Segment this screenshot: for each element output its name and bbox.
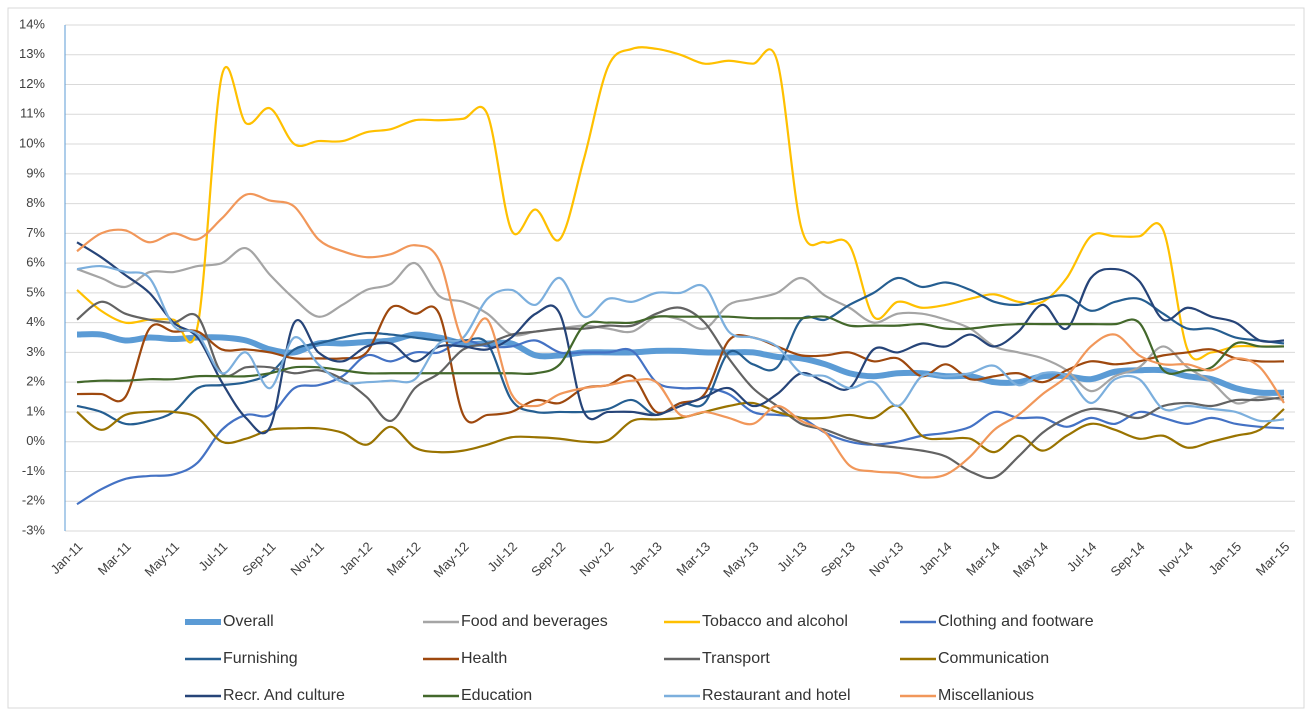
y-tick-label: 0%	[26, 433, 45, 448]
series-line	[76, 247, 1285, 405]
series-line	[76, 331, 1285, 396]
series-line	[76, 264, 1285, 423]
legend-label: Miscellanious	[938, 687, 1034, 704]
legend-label: Furnishing	[223, 650, 298, 667]
y-tick-label: -1%	[22, 463, 46, 478]
y-tick-label: 9%	[26, 165, 45, 180]
y-tick-label: -3%	[22, 522, 46, 537]
legend-label: Transport	[702, 650, 770, 667]
y-tick-label: 4%	[26, 314, 45, 329]
series-line	[76, 192, 1285, 479]
series-line	[76, 315, 1285, 384]
y-tick-label: 8%	[26, 195, 45, 210]
series-line	[76, 46, 1284, 361]
series-line	[76, 300, 1285, 480]
y-tick-label: -2%	[22, 493, 46, 508]
series-line	[76, 304, 1285, 424]
legend-label: Education	[461, 687, 532, 704]
y-tick-label: 13%	[19, 46, 45, 61]
y-tick-label: 11%	[20, 106, 45, 121]
legend-label: Food and beverages	[461, 613, 608, 630]
legend-label: Communication	[938, 650, 1049, 667]
y-tick-label: 12%	[19, 76, 45, 91]
y-tick-label: 1%	[26, 403, 45, 418]
legend-label: Clothing and footware	[938, 613, 1094, 630]
legend-label: Recr. And culture	[223, 687, 345, 704]
y-tick-label: 14%	[19, 16, 45, 31]
legend-label: Health	[461, 650, 507, 667]
y-tick-label: 10%	[19, 135, 45, 150]
y-tick-label: 6%	[26, 255, 45, 270]
legend-label: Restaurant and hotel	[702, 687, 851, 704]
legend-label: Tobacco and alcohol	[702, 613, 848, 630]
series-line	[76, 339, 1285, 506]
y-tick-label: 3%	[26, 344, 45, 359]
y-tick-label: 2%	[26, 374, 45, 389]
y-tick-label: 7%	[26, 225, 45, 240]
series-line	[76, 401, 1285, 454]
legend-label: Overall	[223, 613, 274, 630]
y-tick-label: 5%	[26, 284, 45, 299]
chart-frame	[7, 7, 1305, 709]
